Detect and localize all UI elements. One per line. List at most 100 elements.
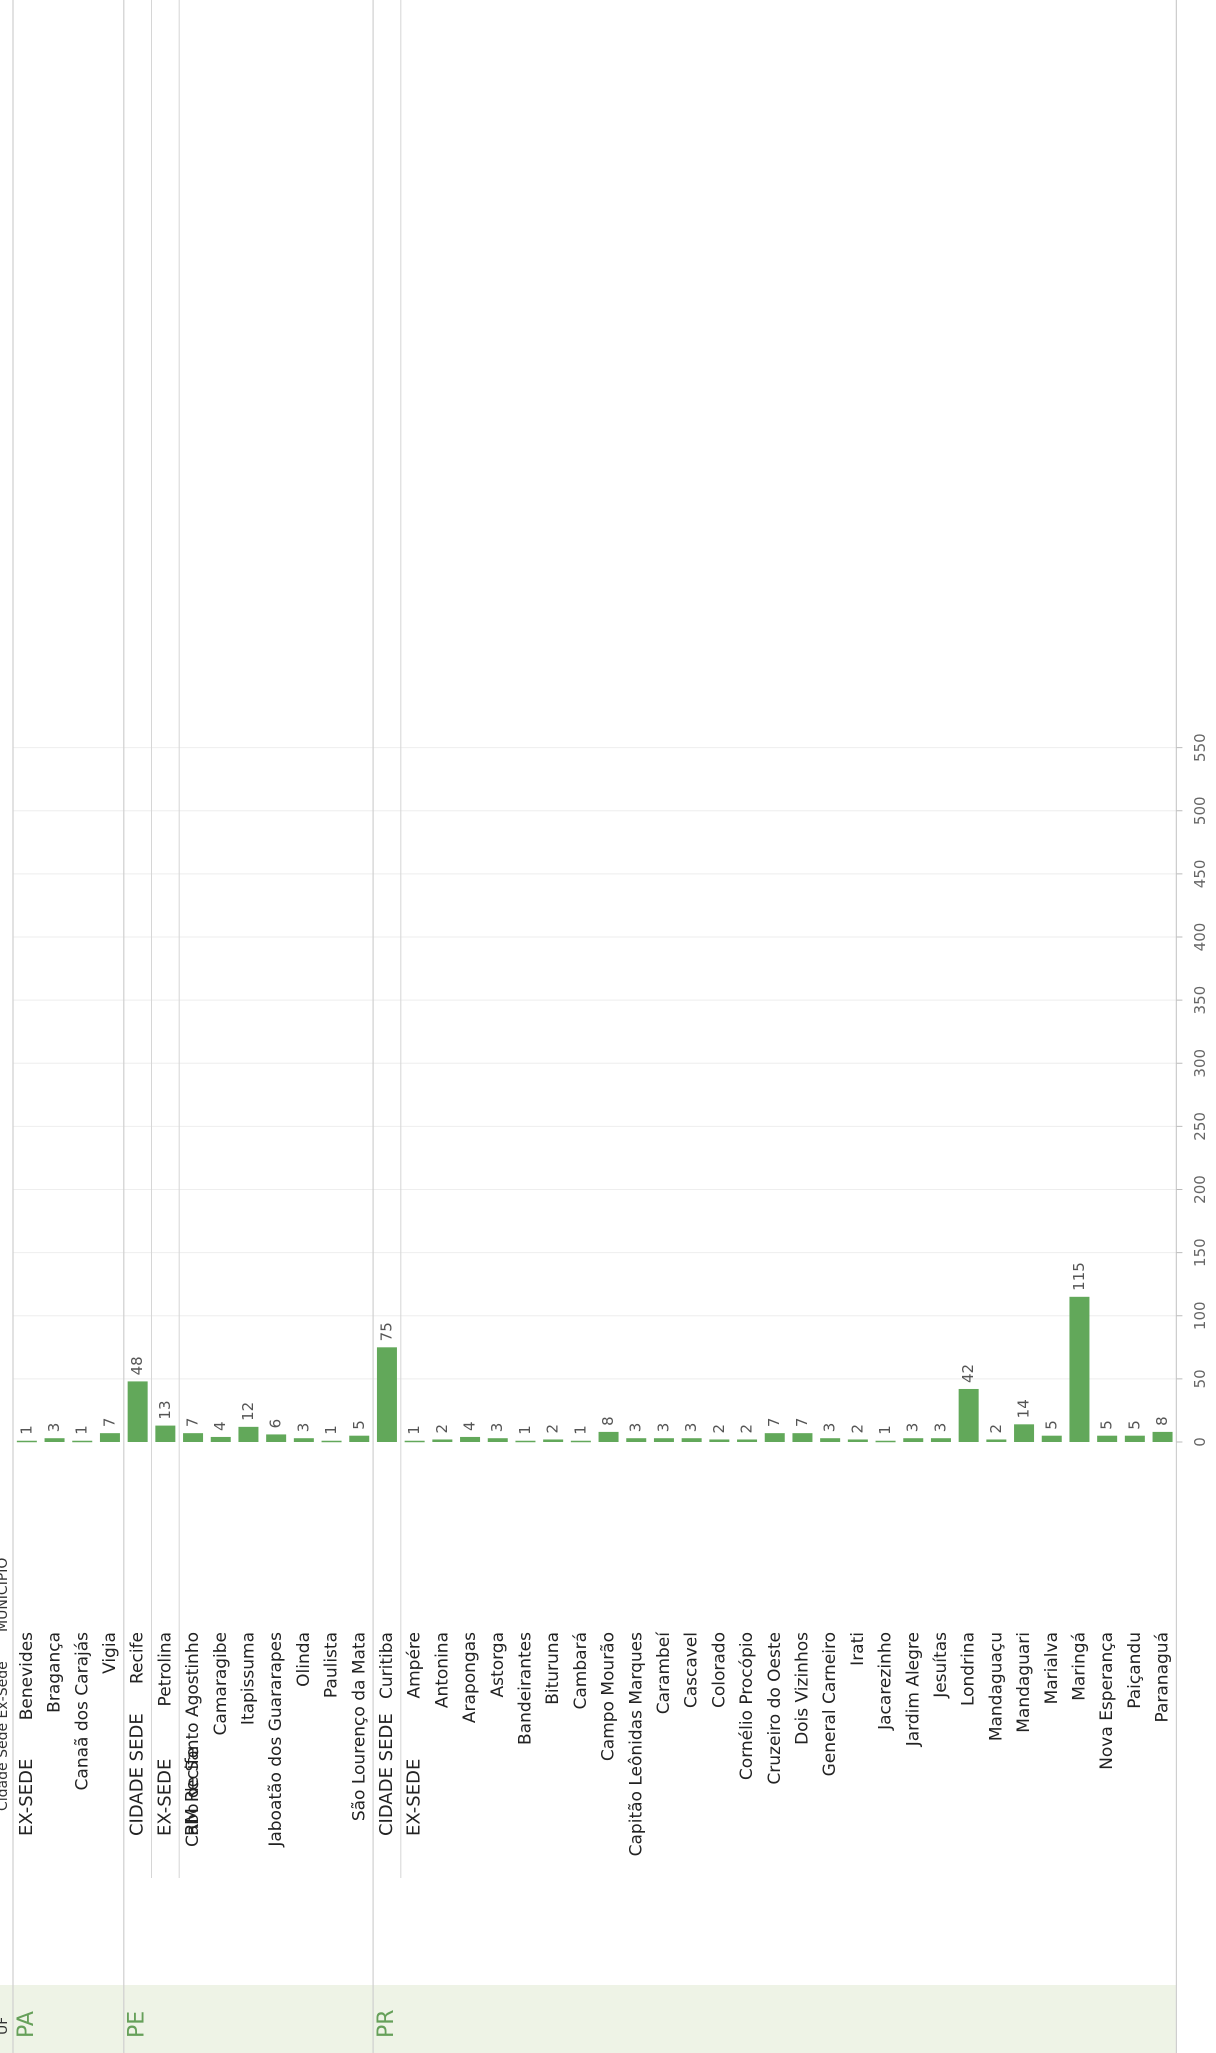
municipio-label: Dois Vizinhos bbox=[792, 1632, 812, 1745]
municipio-label: Jardim Alegre bbox=[903, 1632, 923, 1747]
municipio-label: General Carneiro bbox=[820, 1632, 840, 1776]
bar bbox=[737, 1439, 758, 1442]
bar bbox=[570, 1440, 591, 1443]
municipio-label: Cascavel bbox=[682, 1632, 702, 1708]
value-label: 42 bbox=[959, 1364, 977, 1383]
bar bbox=[44, 1438, 65, 1442]
municipio-label: Londrina bbox=[959, 1632, 979, 1706]
value-label: 4 bbox=[461, 1421, 479, 1431]
value-label: 75 bbox=[377, 1322, 395, 1341]
value-label: 3 bbox=[488, 1423, 506, 1433]
value-label: 2 bbox=[987, 1424, 1005, 1434]
value-label: 5 bbox=[350, 1420, 368, 1430]
group-label: CIDADE SEDE bbox=[127, 1713, 148, 1836]
value-label: 4 bbox=[211, 1421, 229, 1431]
municipio-label: Mandaguaçu bbox=[986, 1632, 1006, 1741]
bar bbox=[127, 1381, 148, 1442]
municipio-label: Nova Esperança bbox=[1097, 1632, 1117, 1770]
header-municipio: MUNICÍPIO bbox=[0, 1558, 11, 1632]
bar bbox=[1041, 1435, 1062, 1442]
municipio-label: Cabo de Santo Agostinho bbox=[183, 1632, 203, 1847]
bar bbox=[404, 1440, 425, 1443]
bar bbox=[155, 1425, 176, 1442]
value-label: 7 bbox=[765, 1418, 783, 1428]
value-label: 5 bbox=[1042, 1420, 1060, 1430]
value-label: 3 bbox=[682, 1423, 700, 1433]
municipio-label: Maringá bbox=[1069, 1632, 1089, 1701]
bar bbox=[1014, 1424, 1035, 1442]
value-label: 7 bbox=[100, 1418, 118, 1428]
bar bbox=[681, 1438, 702, 1442]
bar bbox=[1152, 1431, 1173, 1442]
bar bbox=[792, 1433, 813, 1442]
header-uf: UF bbox=[0, 2017, 11, 2035]
municipio-label: Arapongas bbox=[460, 1632, 480, 1723]
municipio-label: Marialva bbox=[1042, 1632, 1062, 1704]
value-label: 1 bbox=[322, 1425, 340, 1435]
value-label: 12 bbox=[239, 1402, 257, 1421]
municipio-label: Colorado bbox=[709, 1632, 729, 1708]
municipio-label: Capitão Leônidas Marques bbox=[626, 1632, 646, 1856]
municipio-label: Jaboatão dos Guararapes bbox=[266, 1632, 286, 1848]
value-label: 8 bbox=[599, 1416, 617, 1426]
value-label: 3 bbox=[627, 1423, 645, 1433]
municipio-label: Benevides bbox=[17, 1632, 37, 1720]
value-label: 3 bbox=[654, 1423, 672, 1433]
value-label: 5 bbox=[1125, 1420, 1143, 1430]
municipio-label: Bituruna bbox=[543, 1632, 563, 1705]
value-label: 1 bbox=[571, 1425, 589, 1435]
bar bbox=[847, 1439, 868, 1442]
bar bbox=[487, 1438, 508, 1442]
bar bbox=[376, 1347, 397, 1442]
bar bbox=[598, 1431, 619, 1442]
bar bbox=[99, 1433, 120, 1442]
value-tick-label: 350 bbox=[1191, 986, 1209, 1015]
bar bbox=[16, 1440, 37, 1443]
value-label: 6 bbox=[267, 1419, 285, 1429]
municipio-label: Antonina bbox=[432, 1632, 452, 1708]
municipio-label: Bandeirantes bbox=[515, 1632, 535, 1745]
value-label: 48 bbox=[128, 1356, 146, 1375]
municipio-label: Camaragibe bbox=[211, 1632, 231, 1735]
value-label: 7 bbox=[184, 1418, 202, 1428]
value-label: 5 bbox=[1098, 1420, 1116, 1430]
group-label: CIDADE SEDE bbox=[376, 1713, 397, 1836]
value-label: 1 bbox=[876, 1425, 894, 1435]
bar bbox=[72, 1440, 93, 1443]
bar bbox=[266, 1434, 287, 1442]
value-tick-label: 300 bbox=[1191, 1049, 1209, 1078]
value-label: 3 bbox=[821, 1423, 839, 1433]
uf-label: PA bbox=[14, 2011, 39, 2038]
group-label: EX-SEDE bbox=[16, 1759, 37, 1836]
bar bbox=[958, 1388, 979, 1442]
value-label: 1 bbox=[17, 1425, 35, 1435]
municipio-label: Paiçandu bbox=[1125, 1632, 1145, 1709]
value-tick-label: 550 bbox=[1191, 733, 1209, 762]
bar bbox=[626, 1438, 647, 1442]
bar bbox=[432, 1439, 453, 1442]
value-label: 2 bbox=[544, 1424, 562, 1434]
bar bbox=[820, 1438, 841, 1442]
municipio-label: Campo Mourão bbox=[599, 1632, 619, 1761]
municipio-label: Vigia bbox=[100, 1632, 120, 1674]
group-label: EX-SEDE bbox=[154, 1759, 175, 1836]
value-label: 8 bbox=[1153, 1416, 1171, 1426]
bar bbox=[875, 1440, 896, 1443]
value-label: 2 bbox=[710, 1424, 728, 1434]
uf-label: PR bbox=[374, 2009, 399, 2038]
bar bbox=[349, 1435, 370, 1442]
municipio-label: Canaã dos Carajás bbox=[72, 1632, 92, 1791]
value-label: 1 bbox=[73, 1425, 91, 1435]
value-tick-label: 200 bbox=[1191, 1175, 1209, 1204]
bar bbox=[653, 1438, 674, 1442]
municipio-label: Cornélio Procópio bbox=[737, 1632, 757, 1780]
municipio-label: Jesuítas bbox=[931, 1632, 951, 1699]
value-tick-label: 450 bbox=[1191, 860, 1209, 889]
municipio-label: Astorga bbox=[488, 1632, 508, 1697]
value-tick-label: 100 bbox=[1191, 1301, 1209, 1330]
municipio-label: Bragança bbox=[45, 1632, 65, 1713]
value-label: 14 bbox=[1015, 1399, 1033, 1418]
bar bbox=[293, 1438, 314, 1442]
value-label: 2 bbox=[738, 1424, 756, 1434]
